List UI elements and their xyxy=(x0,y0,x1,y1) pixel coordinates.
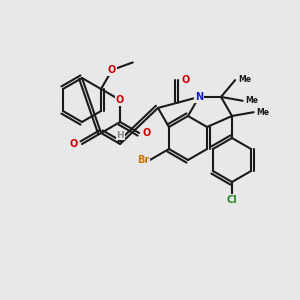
Text: Me: Me xyxy=(246,96,259,105)
Text: O: O xyxy=(70,139,78,149)
Text: O: O xyxy=(116,95,124,105)
Text: Me: Me xyxy=(238,75,251,84)
Text: N: N xyxy=(195,92,203,102)
Text: O: O xyxy=(108,65,116,75)
Text: H: H xyxy=(116,130,124,140)
Text: Br: Br xyxy=(137,155,149,165)
Text: Cl: Cl xyxy=(226,195,237,205)
Text: O: O xyxy=(142,128,150,138)
Text: O: O xyxy=(181,75,190,85)
Text: Me: Me xyxy=(257,108,270,117)
